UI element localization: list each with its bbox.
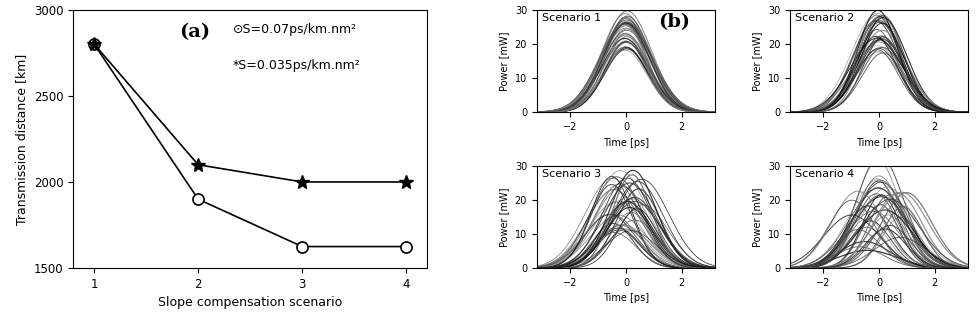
Text: ⊙S=0.07ps/km.nm²: ⊙S=0.07ps/km.nm²: [233, 23, 357, 36]
Text: Scenario 4: Scenario 4: [794, 169, 854, 179]
X-axis label: Time [ps]: Time [ps]: [855, 293, 901, 303]
X-axis label: Time [ps]: Time [ps]: [855, 138, 901, 148]
Text: Scenario 3: Scenario 3: [541, 169, 601, 179]
Y-axis label: Power [mW]: Power [mW]: [498, 31, 509, 91]
Y-axis label: Power [mW]: Power [mW]: [751, 31, 761, 91]
Text: Scenario 1: Scenario 1: [541, 13, 601, 23]
Y-axis label: Transmission distance [km]: Transmission distance [km]: [16, 53, 28, 224]
Text: (b): (b): [658, 13, 690, 31]
Text: (a): (a): [179, 23, 210, 41]
X-axis label: Slope compensation scenario: Slope compensation scenario: [158, 297, 342, 309]
Text: Scenario 2: Scenario 2: [794, 13, 854, 23]
Text: *S=0.035ps/km.nm²: *S=0.035ps/km.nm²: [233, 59, 360, 72]
Y-axis label: Power [mW]: Power [mW]: [751, 187, 761, 246]
Y-axis label: Power [mW]: Power [mW]: [498, 187, 509, 246]
X-axis label: Time [ps]: Time [ps]: [602, 293, 649, 303]
X-axis label: Time [ps]: Time [ps]: [602, 138, 649, 148]
